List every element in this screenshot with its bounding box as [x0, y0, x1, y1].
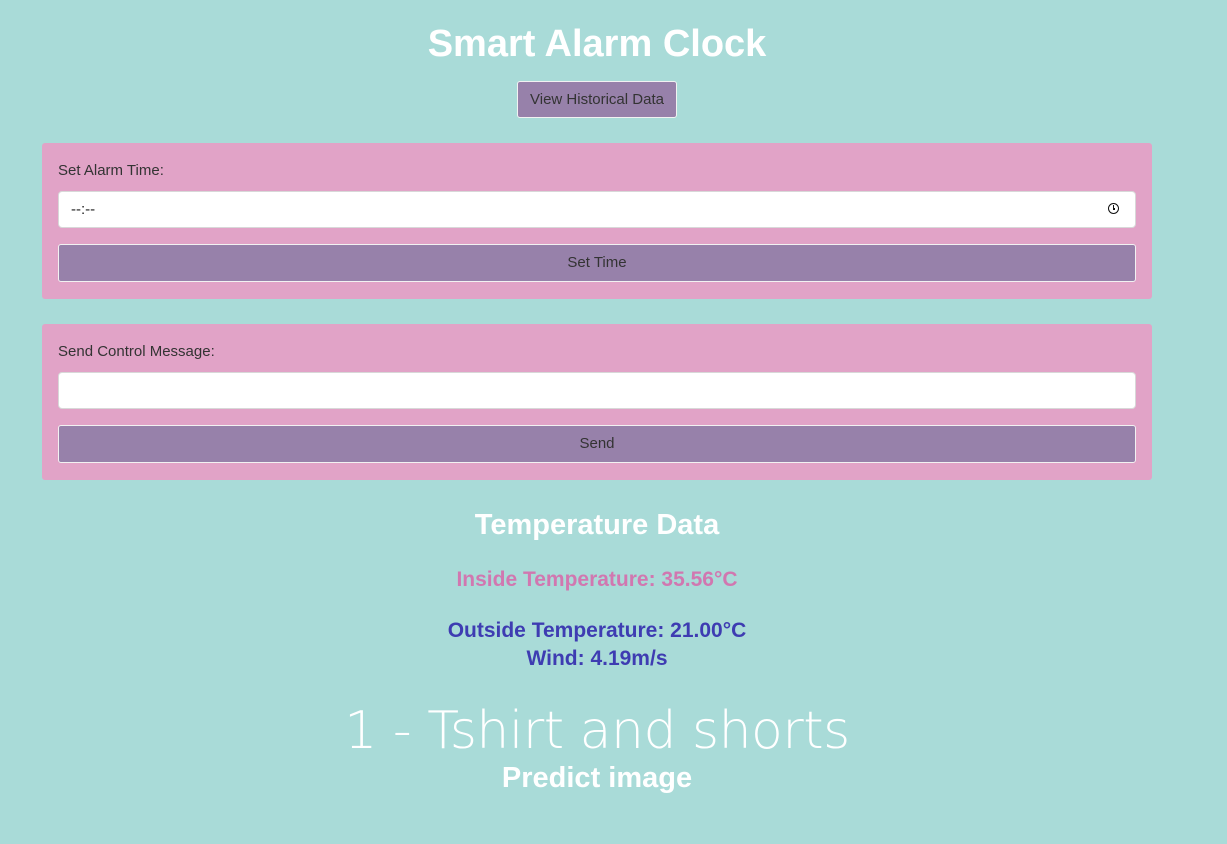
- temperature-title: Temperature Data: [474, 509, 720, 541]
- alarm-time-label: Set Alarm Time:: [58, 162, 164, 179]
- control-message-label: Send Control Message:: [58, 343, 215, 360]
- clock-icon[interactable]: [1108, 203, 1119, 214]
- set-time-button[interactable]: Set Time: [58, 244, 1136, 282]
- prediction-result: 1 - Tshirt and shorts: [344, 701, 850, 761]
- inside-temperature: Inside Temperature: 35.56°C: [456, 568, 738, 591]
- wind-speed: Wind: 4.19m/s: [526, 647, 668, 670]
- app-container: Smart Alarm Clock View Historical Data S…: [42, 0, 1152, 796]
- page-title: Smart Alarm Clock: [427, 23, 767, 65]
- outside-weather: Outside Temperature: 21.00°C Wind: 4.19m…: [42, 617, 1152, 673]
- history-button-wrapper: View Historical Data: [42, 81, 1152, 118]
- alarm-time-value: --:--: [71, 201, 96, 218]
- alarm-panel: Set Alarm Time: --:-- Set Time: [42, 143, 1152, 299]
- outside-temperature: Outside Temperature: 21.00°C: [447, 619, 747, 642]
- temperature-section: Temperature Data Inside Temperature: 35.…: [42, 480, 1152, 796]
- view-historical-data-button[interactable]: View Historical Data: [517, 81, 677, 118]
- control-panel: Send Control Message: Send: [42, 324, 1152, 480]
- alarm-time-input[interactable]: --:--: [58, 191, 1136, 228]
- control-message-input[interactable]: [58, 372, 1136, 409]
- predict-image-label: Predict image: [501, 762, 693, 794]
- send-button[interactable]: Send: [58, 425, 1136, 463]
